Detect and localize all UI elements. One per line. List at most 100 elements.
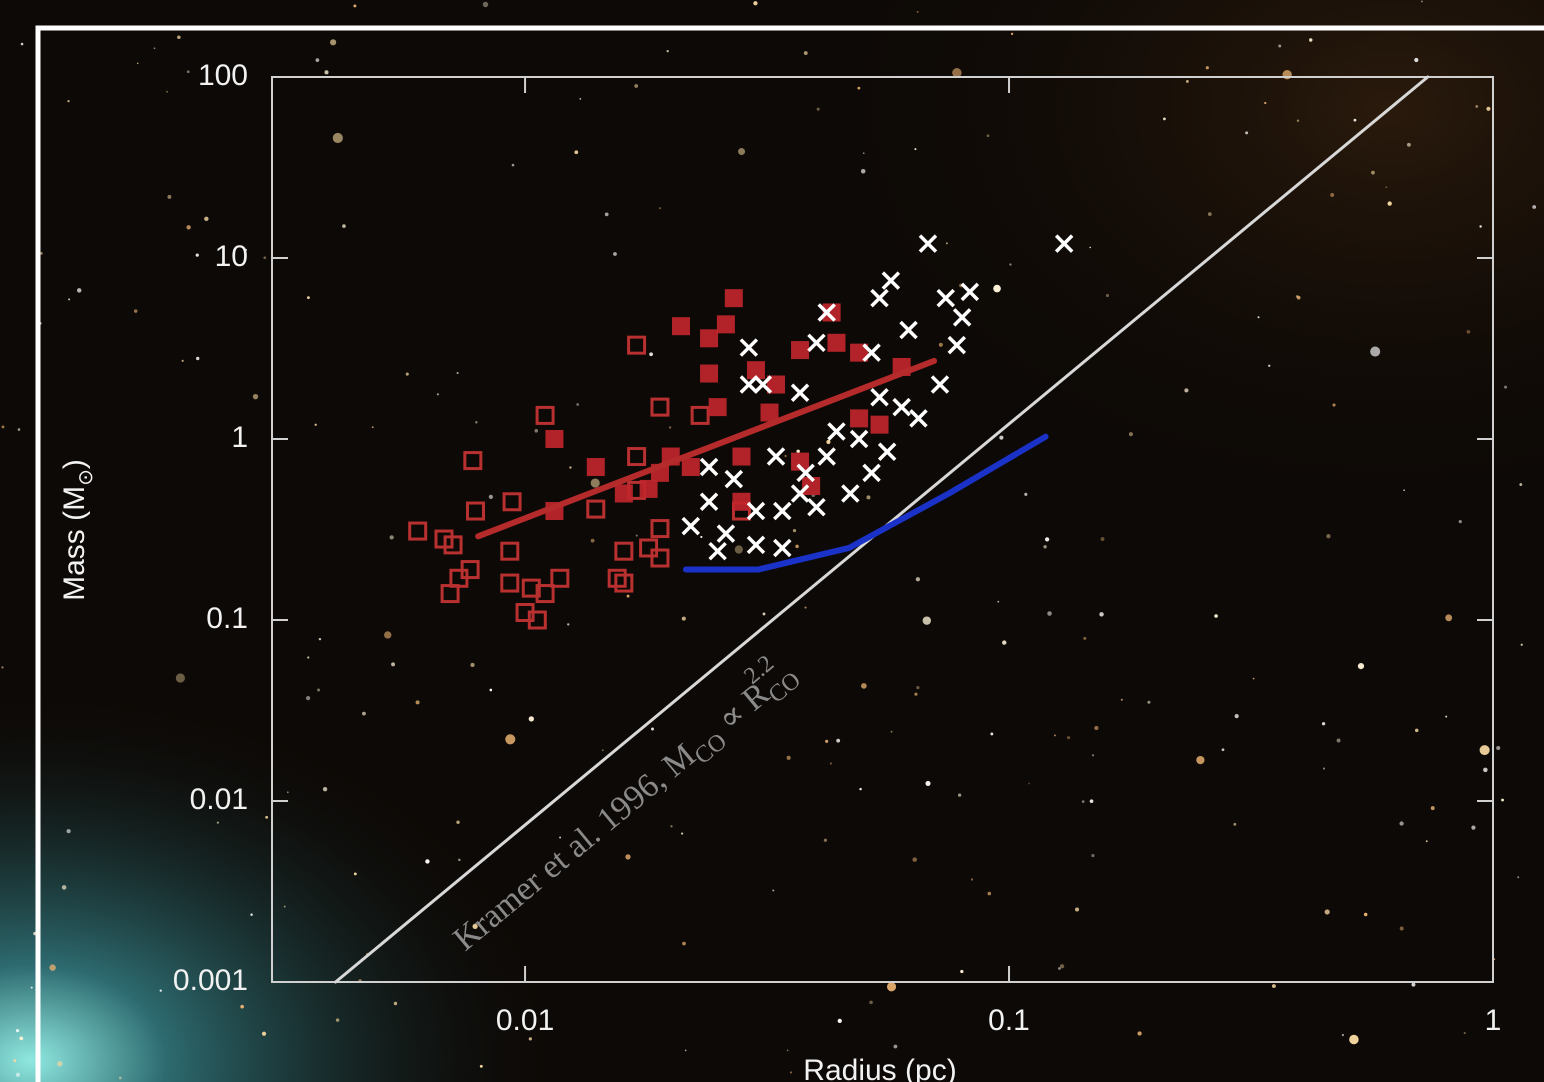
- y-tick-label: 0.1: [206, 602, 248, 635]
- star: [307, 296, 310, 299]
- star: [574, 150, 578, 154]
- star: [1496, 746, 1500, 750]
- star: [384, 631, 391, 638]
- star: [1092, 754, 1094, 756]
- star: [916, 577, 920, 581]
- star: [306, 696, 310, 700]
- filled-square-point: [672, 317, 690, 335]
- star: [342, 224, 346, 228]
- star: [330, 39, 336, 45]
- star: [307, 656, 309, 658]
- star: [119, 1076, 122, 1079]
- star: [669, 426, 671, 428]
- filled-square-point: [700, 365, 718, 383]
- star: [1163, 117, 1166, 120]
- star: [354, 872, 357, 875]
- star: [836, 739, 840, 743]
- star: [425, 859, 429, 863]
- star: [324, 70, 328, 74]
- star: [177, 35, 181, 39]
- star: [167, 195, 171, 199]
- star: [579, 98, 581, 100]
- filled-square-point: [640, 480, 658, 498]
- filled-square-point: [682, 458, 700, 476]
- star: [925, 781, 930, 786]
- star: [997, 601, 999, 603]
- star: [204, 217, 208, 221]
- filled-square-point: [700, 329, 718, 347]
- star: [1467, 330, 1471, 334]
- star: [1268, 365, 1270, 367]
- star: [406, 373, 409, 376]
- star: [887, 982, 896, 991]
- star: [1067, 736, 1070, 739]
- filled-square-point: [545, 430, 563, 448]
- star: [912, 857, 917, 862]
- filled-square-point: [732, 493, 750, 511]
- filled-square-point: [717, 315, 735, 333]
- star: [685, 1050, 687, 1052]
- star: [866, 495, 870, 499]
- star: [591, 539, 595, 543]
- star: [1517, 876, 1519, 878]
- star: [316, 58, 320, 62]
- star: [602, 749, 604, 751]
- star: [68, 298, 70, 300]
- star: [738, 148, 745, 155]
- star: [567, 623, 569, 625]
- star: [1206, 66, 1209, 69]
- star: [1358, 663, 1364, 669]
- star: [859, 788, 861, 790]
- star: [505, 734, 515, 744]
- star: [1479, 225, 1481, 227]
- star: [1222, 748, 1225, 751]
- star: [265, 816, 268, 819]
- star: [1364, 913, 1367, 916]
- star: [605, 213, 609, 217]
- star: [1002, 640, 1006, 644]
- star: [489, 495, 493, 499]
- star: [917, 11, 919, 13]
- star: [869, 1001, 873, 1005]
- star: [1083, 637, 1086, 640]
- star: [217, 821, 219, 823]
- star: [939, 343, 943, 347]
- x-tick-label: 1: [1485, 1004, 1502, 1037]
- star: [627, 595, 630, 598]
- star: [1257, 316, 1259, 318]
- star: [1332, 403, 1335, 406]
- y-tick-label: 10: [215, 240, 248, 273]
- star: [891, 731, 893, 733]
- filled-square-point: [732, 448, 750, 466]
- star: [1354, 119, 1357, 122]
- star: [16, 1073, 20, 1077]
- filled-square-point: [615, 484, 633, 502]
- star: [971, 878, 973, 880]
- star: [682, 942, 686, 946]
- star: [1214, 614, 1218, 618]
- star: [1445, 716, 1447, 718]
- star: [458, 859, 461, 862]
- star: [857, 87, 860, 90]
- star: [960, 970, 963, 973]
- star: [263, 256, 266, 259]
- star: [196, 357, 199, 360]
- star: [166, 91, 168, 93]
- star: [1322, 722, 1325, 725]
- star: [21, 43, 24, 46]
- star: [1011, 33, 1013, 35]
- star: [1486, 107, 1490, 111]
- star: [240, 1005, 244, 1009]
- star: [1184, 388, 1188, 392]
- star: [914, 693, 917, 696]
- star: [795, 545, 799, 549]
- star: [1483, 768, 1487, 772]
- star: [1090, 799, 1094, 803]
- star: [1387, 201, 1391, 205]
- star: [793, 529, 796, 532]
- star: [894, 1045, 898, 1049]
- star: [186, 225, 190, 229]
- star: [1519, 483, 1522, 486]
- star: [57, 1061, 62, 1066]
- star: [137, 63, 139, 65]
